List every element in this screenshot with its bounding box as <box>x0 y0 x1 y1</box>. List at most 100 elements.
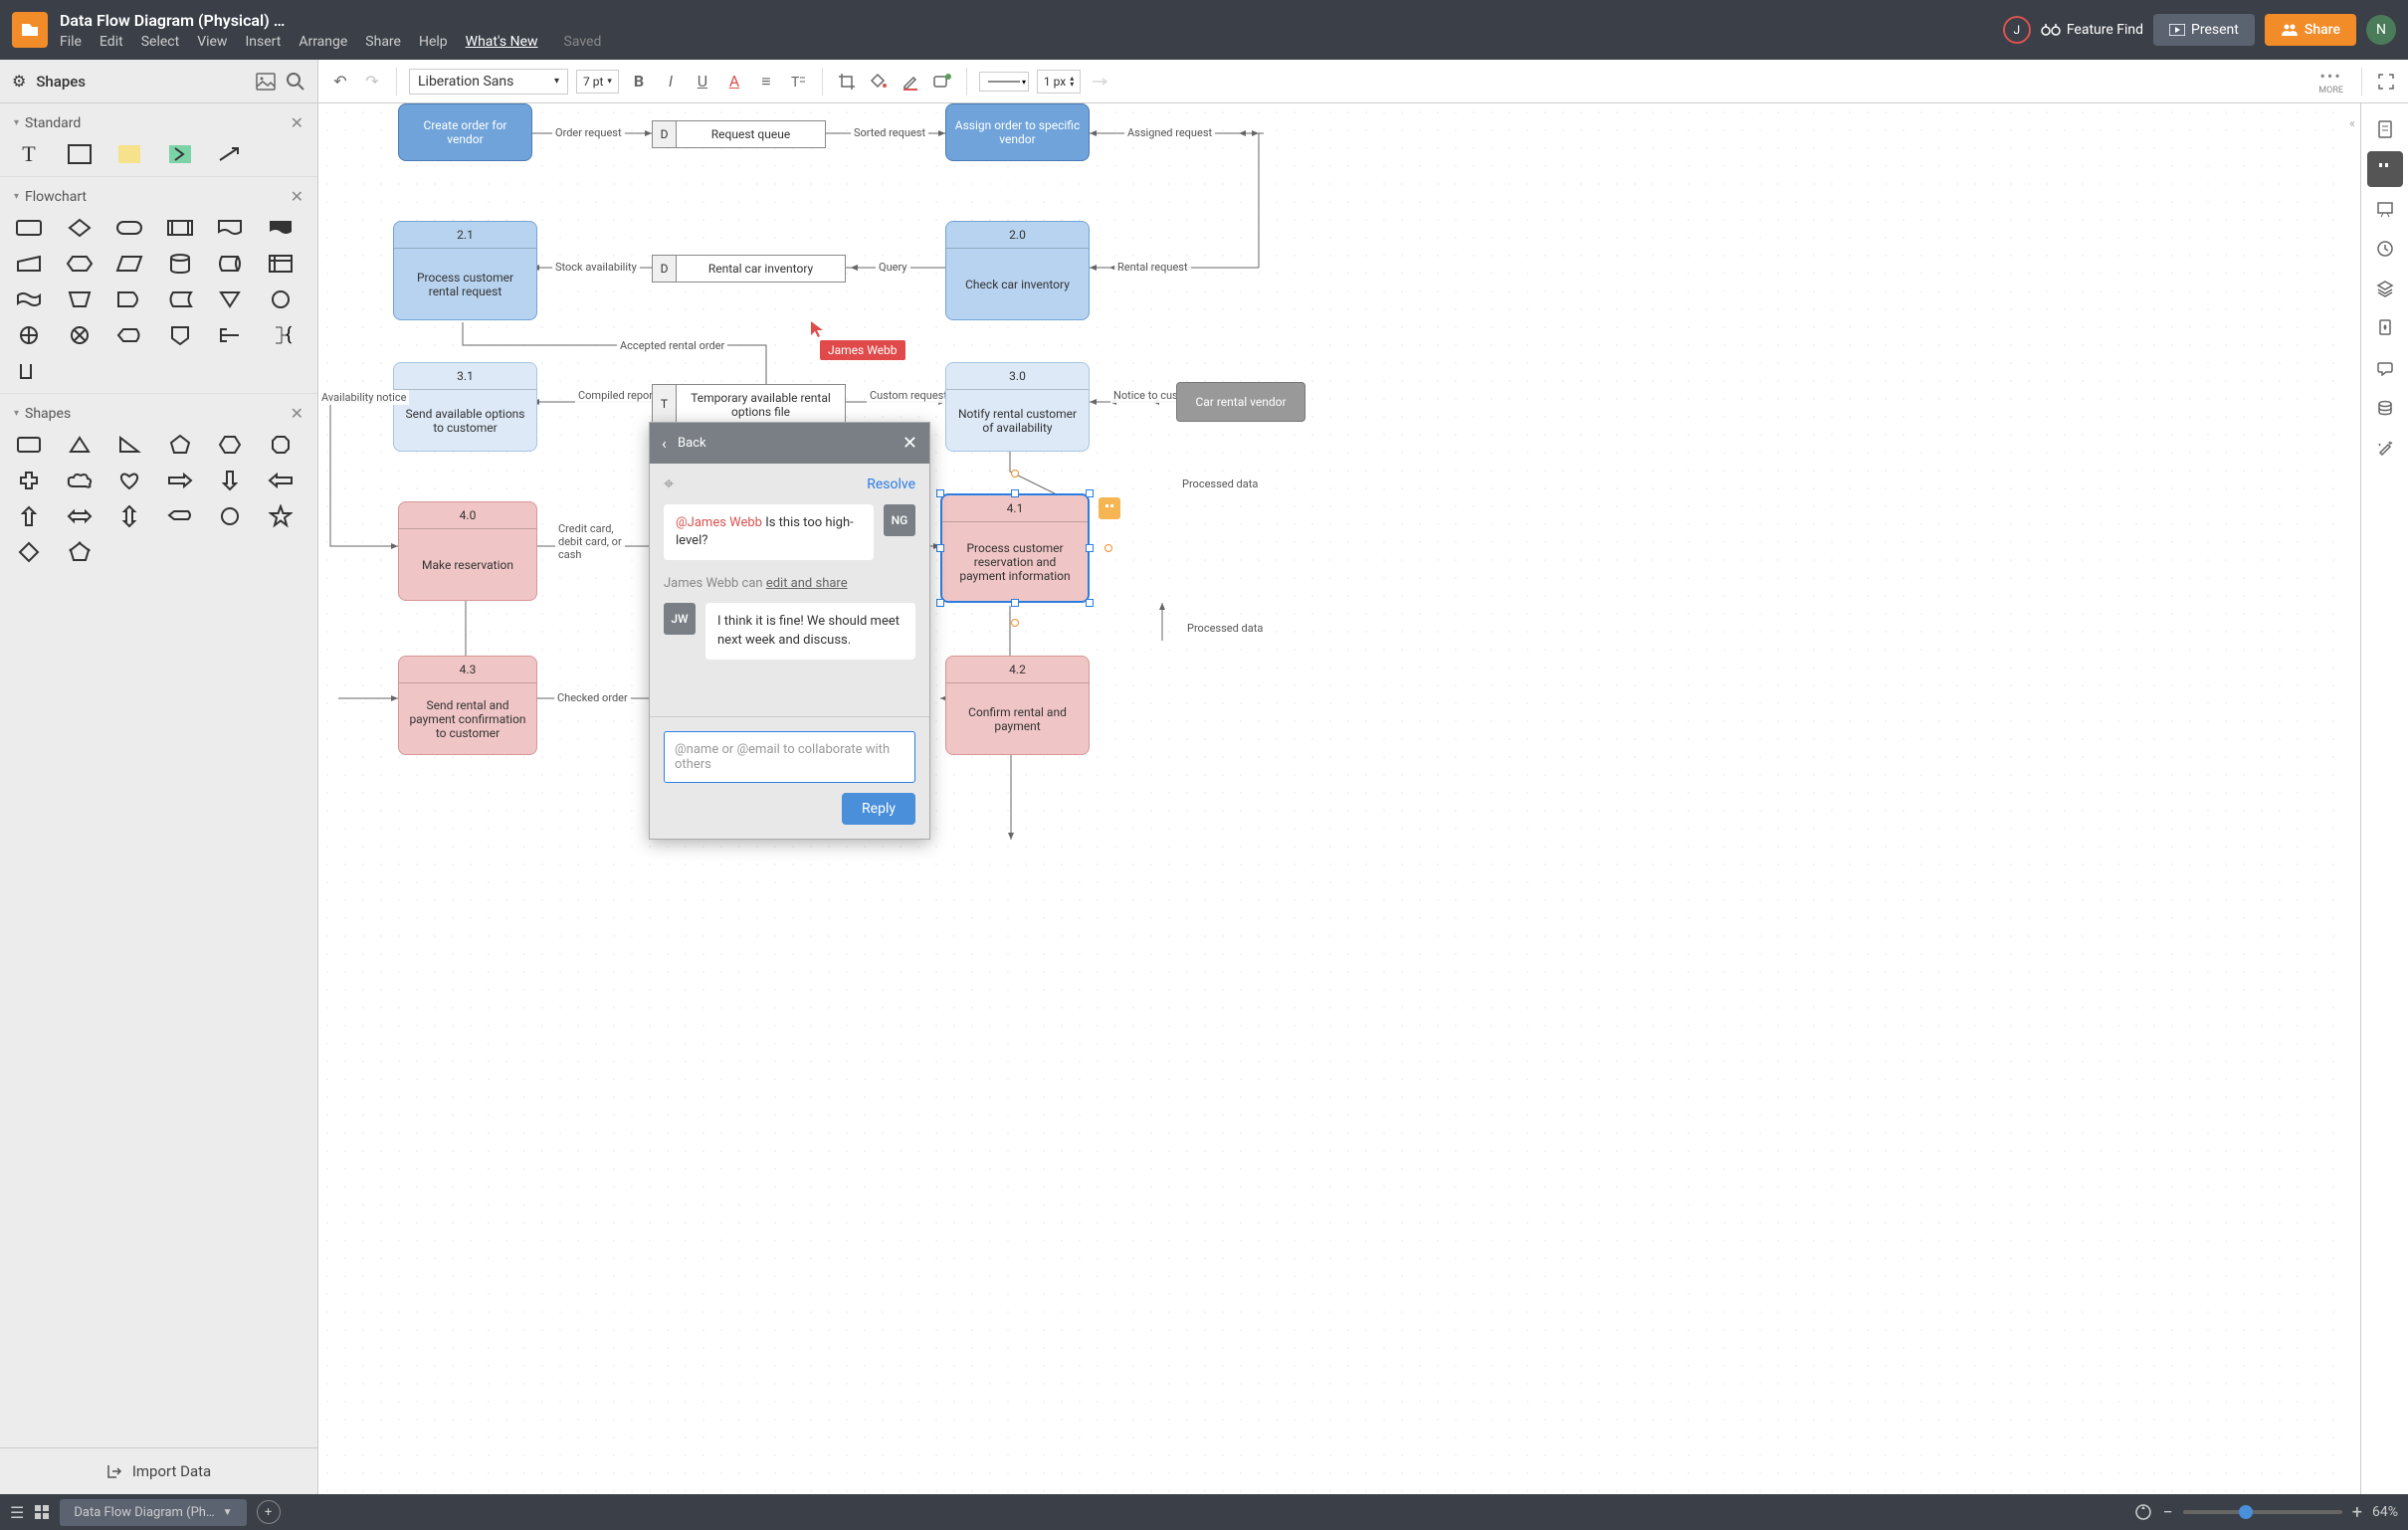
selection-handle[interactable] <box>936 599 944 607</box>
sh-diamond[interactable] <box>14 540 44 564</box>
font-size-select[interactable]: 7 pt▾ <box>576 70 619 94</box>
zoom-in-button[interactable]: + <box>2352 1502 2362 1523</box>
menu-arrange[interactable]: Arrange <box>299 34 347 50</box>
selection-connector[interactable] <box>1011 619 1019 627</box>
fill-icon[interactable] <box>867 70 891 94</box>
fc-preparation[interactable] <box>65 252 95 276</box>
fc-process[interactable] <box>14 216 44 240</box>
node-p21[interactable]: 2.1 Process customer rental request <box>393 221 537 320</box>
selection-handle[interactable] <box>1011 599 1019 607</box>
fc-direct-data[interactable] <box>215 252 245 276</box>
sh-right-triangle[interactable] <box>114 433 144 457</box>
shape-rect[interactable] <box>65 142 95 166</box>
edit-share-link[interactable]: edit and share <box>766 576 848 591</box>
crop-icon[interactable] <box>835 70 859 94</box>
present-button[interactable]: Present <box>2153 14 2255 46</box>
sh-arrow-ud[interactable] <box>114 504 144 528</box>
sh-cloud[interactable] <box>65 469 95 492</box>
fc-manual-input[interactable] <box>14 252 44 276</box>
fc-multidoc[interactable] <box>266 216 296 240</box>
selection-connector[interactable] <box>1011 470 1019 478</box>
sh-triangle[interactable] <box>65 433 95 457</box>
node-p43[interactable]: 4.3 Send rental and payment confirmation… <box>398 656 537 755</box>
sh-cross[interactable] <box>14 469 44 492</box>
selection-handle[interactable] <box>936 489 944 497</box>
fc-card[interactable] <box>14 359 44 383</box>
sh-pentagon[interactable] <box>165 433 195 457</box>
document-title[interactable]: Data Flow Diagram (Physical) … <box>60 11 601 30</box>
text-color-icon[interactable]: A <box>722 70 746 94</box>
resolve-button[interactable]: Resolve <box>867 477 915 492</box>
comment-badge-icon[interactable] <box>1099 497 1120 519</box>
chat-icon[interactable] <box>2367 350 2403 386</box>
sh-circle[interactable] <box>215 504 245 528</box>
fc-display[interactable] <box>114 323 144 347</box>
italic-icon[interactable]: I <box>659 70 683 94</box>
sh-octagon[interactable] <box>266 433 296 457</box>
presentation-icon[interactable] <box>2367 191 2403 227</box>
comment-back-button[interactable]: ‹ Back <box>662 434 706 453</box>
import-data-button[interactable]: Import Data <box>0 1447 317 1494</box>
canvas[interactable]: Create order for vendor Order request D … <box>318 103 2344 1494</box>
node-p41[interactable]: 4.1 Process customer reservation and pay… <box>940 493 1090 603</box>
fc-connector[interactable] <box>266 287 296 311</box>
location-pin-icon[interactable]: ⌖ <box>664 474 674 494</box>
share-button[interactable]: Share <box>2265 14 2356 46</box>
line-width-select[interactable]: 1 px▴▾ <box>1037 70 1081 94</box>
fc-note-shape[interactable] <box>215 323 245 347</box>
align-icon[interactable]: ≡ <box>754 70 778 94</box>
section-header-flowchart[interactable]: Flowchart ✕ <box>14 187 303 206</box>
menu-file[interactable]: File <box>60 34 82 50</box>
fc-merge[interactable] <box>215 287 245 311</box>
fc-predefined[interactable] <box>165 216 195 240</box>
datastore-temp[interactable]: T Temporary available rental options fil… <box>652 384 846 424</box>
close-icon[interactable]: ✕ <box>291 113 303 132</box>
sh-heart[interactable] <box>114 469 144 492</box>
shape-style-icon[interactable] <box>930 70 954 94</box>
node-p30[interactable]: 3.0 Notify rental customer of availabili… <box>945 362 1090 452</box>
reply-button[interactable]: Reply <box>842 793 915 825</box>
fc-terminator[interactable] <box>114 216 144 240</box>
bold-icon[interactable]: B <box>627 70 651 94</box>
theme-icon[interactable] <box>2367 310 2403 346</box>
gear-icon[interactable]: ⚙ <box>12 72 26 91</box>
undo-icon[interactable]: ↶ <box>328 70 352 94</box>
sh-hexagon[interactable] <box>215 433 245 457</box>
image-icon[interactable] <box>256 73 276 91</box>
text-style-icon[interactable]: T <box>786 70 810 94</box>
font-select[interactable]: Liberation Sans▾ <box>409 69 568 95</box>
zoom-out-button[interactable]: − <box>2162 1502 2172 1523</box>
close-icon[interactable]: ✕ <box>291 404 303 423</box>
fc-delay[interactable] <box>114 287 144 311</box>
app-logo[interactable] <box>12 12 48 48</box>
list-view-icon[interactable]: ☰ <box>10 1503 24 1522</box>
collaborator-avatar-j[interactable]: J <box>2003 16 2031 44</box>
data-icon[interactable] <box>2367 390 2403 426</box>
menu-help[interactable]: Help <box>419 34 448 50</box>
add-page-button[interactable]: + <box>257 1500 281 1524</box>
zoom-slider[interactable] <box>2183 1510 2342 1514</box>
sh-arrow-left[interactable] <box>266 469 296 492</box>
sh-callout[interactable] <box>165 504 195 528</box>
menu-whats-new[interactable]: What's New <box>466 34 538 50</box>
fc-decision[interactable] <box>65 216 95 240</box>
line-style-select[interactable]: ▾ <box>979 72 1029 92</box>
node-vendor[interactable]: Car rental vendor <box>1176 382 1305 422</box>
shape-text[interactable]: T <box>14 142 44 166</box>
fc-summing[interactable] <box>65 323 95 347</box>
fc-off-page[interactable] <box>165 323 195 347</box>
menu-edit[interactable]: Edit <box>100 34 123 50</box>
node-p31[interactable]: 3.1 Send available options to customer <box>393 362 537 452</box>
search-icon[interactable] <box>286 72 305 92</box>
selection-handle[interactable] <box>1086 599 1094 607</box>
datastore-inventory[interactable]: D Rental car inventory <box>652 255 846 283</box>
node-assign-order[interactable]: Assign order to specific vendor <box>945 103 1090 161</box>
toolbar-more[interactable]: ••• MORE <box>2312 67 2349 96</box>
page-tab[interactable]: Data Flow Diagram (Ph… ▼ <box>60 1499 246 1526</box>
zoom-thumb[interactable] <box>2239 1505 2253 1519</box>
node-create-order[interactable]: Create order for vendor <box>398 103 532 161</box>
node-p40[interactable]: 4.0 Make reservation <box>398 501 537 601</box>
fullscreen-icon[interactable] <box>2374 70 2398 94</box>
fc-data[interactable] <box>114 252 144 276</box>
menu-insert[interactable]: Insert <box>245 34 281 50</box>
